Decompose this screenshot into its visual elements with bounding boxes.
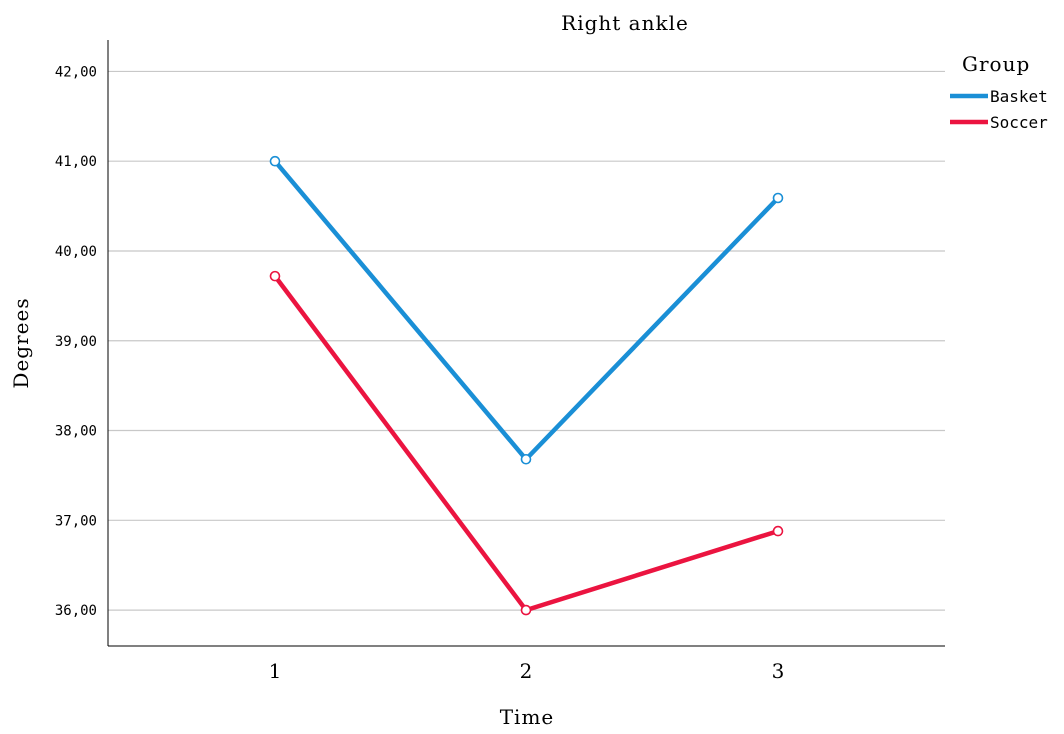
y-tick-label: 40,00 [55, 244, 97, 260]
legend-label-basket: Basket [990, 87, 1048, 106]
data-point-basket [520, 453, 532, 465]
data-point-soccer [520, 604, 532, 616]
y-tick-labels: 36,00 37,00 38,00 39,00 40,00 41,00 42,00 [55, 64, 97, 619]
y-tick-label: 39,00 [55, 334, 97, 350]
data-point-basket [269, 155, 281, 167]
series-group [269, 155, 784, 616]
series-line-basket [273, 159, 780, 463]
x-tick-label: 3 [772, 659, 785, 683]
series-line-soccer [273, 274, 779, 613]
data-point-basket [772, 192, 784, 204]
y-tick-label: 38,00 [55, 424, 97, 440]
x-tick-labels: 1 2 3 [269, 659, 785, 683]
y-tick-label: 37,00 [55, 513, 97, 529]
y-tick-label: 42,00 [55, 64, 97, 80]
y-tick-label: 41,00 [55, 154, 97, 170]
gridlines [108, 70, 945, 611]
x-tick-label: 2 [520, 659, 533, 683]
x-tick-label: 1 [269, 659, 282, 683]
x-axis-title: Time [500, 705, 555, 729]
data-point-soccer [269, 270, 281, 282]
legend: Group Basket Soccer [950, 52, 1048, 132]
legend-title: Group [962, 52, 1030, 76]
legend-label-soccer: Soccer [990, 113, 1048, 132]
y-axis-title: Degrees [9, 297, 33, 388]
data-point-soccer [772, 525, 784, 537]
y-tick-label: 36,00 [55, 603, 97, 619]
axes [107, 40, 945, 647]
chart-title: Right ankle [561, 11, 689, 35]
